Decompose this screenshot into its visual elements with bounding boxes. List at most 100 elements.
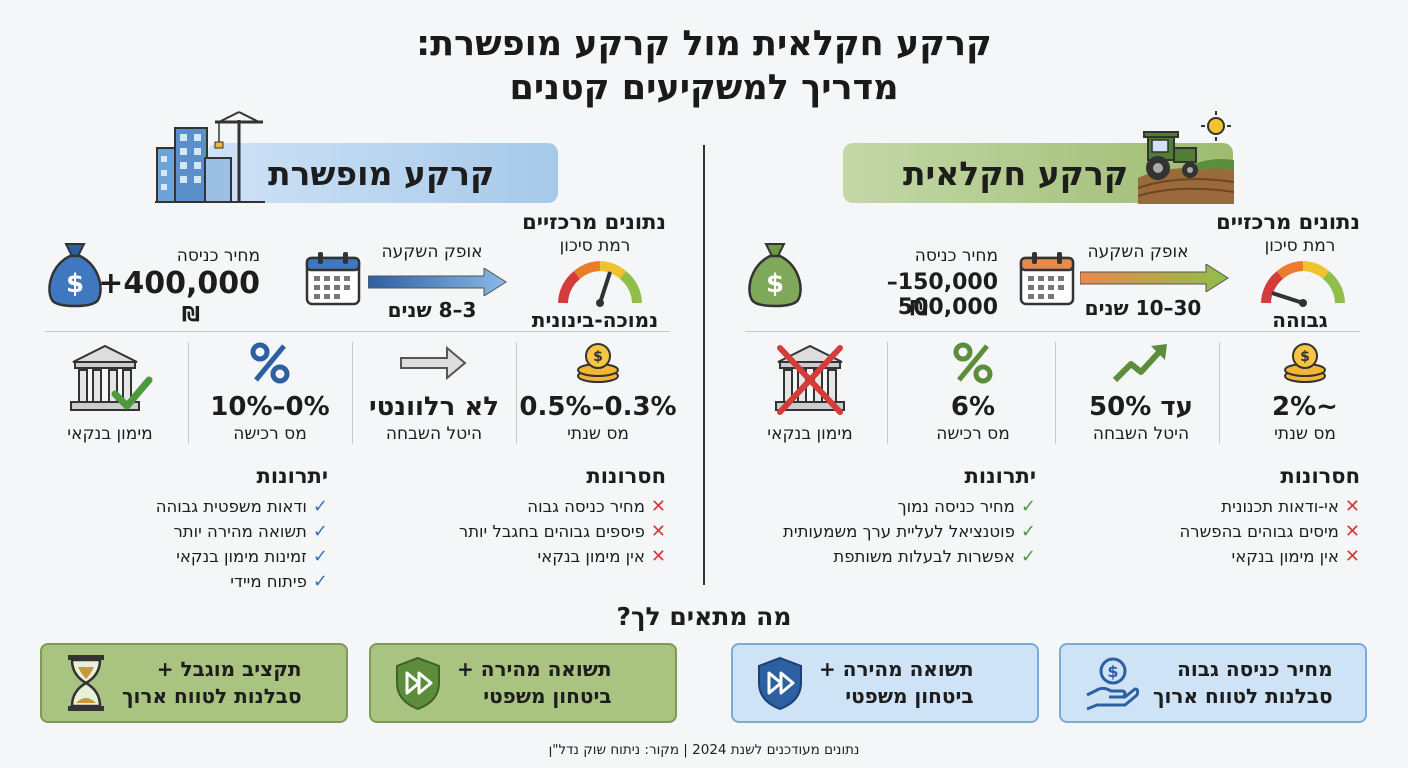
card-line-2: ביטחון משפטי (483, 684, 612, 708)
check-icon: ✓ (312, 571, 328, 592)
percent-icon (250, 342, 290, 384)
money-bag-icon: $ (748, 243, 802, 308)
list-item-text: פיספים גבוהים בחגבל יותר (458, 522, 645, 541)
title-line-1: קרקע חקלאית מול קרקע מופשרת: (416, 24, 992, 64)
agri-arrow-icon (1080, 264, 1229, 292)
list-item: ✓ פוטנציאל לעליית ערך משמעותית (783, 519, 1036, 544)
stat-separator (887, 342, 888, 444)
rezoned-banner: קרקע מופשרת (208, 143, 558, 203)
svg-text:$: $ (1300, 349, 1310, 365)
cross-icon: ✕ (1344, 496, 1360, 517)
rezoned-horizon-label: אופק השקעה (381, 242, 483, 262)
agri-price-unit: ₪ (909, 296, 928, 320)
rezoned-separator (45, 331, 670, 332)
choice-card-2: תשואה מהירה + ביטחון משפטי (731, 643, 1039, 723)
agri-stat-label: מימון בנקאי (767, 424, 853, 444)
card-line-2: סבלנות לטווח ארוך (1153, 684, 1333, 708)
card-line-2: סבלנות לטווח ארוך (122, 684, 302, 708)
list-item-text: אין מימון בנקאי (1231, 547, 1339, 566)
rezoned-stat-label: מס רכישה (233, 424, 307, 444)
choice-card-3: תשואה מהירה + ביטחון משפטי (369, 643, 677, 723)
check-icon: ✓ (1020, 496, 1036, 517)
check-icon: ✓ (312, 546, 328, 567)
agri-stat-label: מס שנתי (1274, 424, 1336, 444)
check-icon: ✓ (312, 496, 328, 517)
question-heading: מה מתאים לך? (616, 602, 792, 631)
agri-separator (745, 331, 1360, 332)
svg-text:$: $ (66, 269, 84, 299)
list-item-text: מיסים גבוהים בהפשרה (1179, 522, 1339, 541)
list-item-text: אי-ודאות תכנונית (1221, 497, 1339, 516)
hand-coin-icon: $ (1086, 657, 1139, 711)
bank-crossed-icon (775, 344, 845, 415)
coins-icon: $ (577, 343, 619, 383)
list-item-text: תשואה מהירה יותר (173, 522, 307, 541)
list-item-text: פיתוח מיידי (230, 572, 307, 591)
agri-banner-title: קרקע חקלאית (903, 153, 1129, 193)
list-item-text: מחיר כניסה נמוך (897, 497, 1015, 516)
agri-risk-value: גבוהה (1272, 308, 1328, 332)
list-item: ✕ מחיר כניסה גבוה (459, 494, 666, 519)
bank-check-icon (70, 344, 153, 411)
list-item: ✓ פיתוח מיידי (156, 569, 328, 594)
rezoned-banner-title: קרקע מופשרת (268, 153, 495, 193)
list-item-text: זמינות מימון בנקאי (176, 547, 307, 566)
agri-cons-list: ✕ אי-ודאות תכנונית ✕ מיסים גבוהים בהפשרה ✕… (1180, 494, 1361, 569)
agri-horizon-value: 30–10 שנים (1084, 296, 1202, 320)
rezoned-price-label: מחיר כניסה (176, 246, 260, 266)
percent-icon (953, 342, 993, 384)
agri-risk-gauge-icon (1261, 261, 1345, 307)
rezoned-pros-list: ✓ ודאות משפטית גבוהה ✓ תשואה מהירה יותר ✓ ז… (156, 494, 328, 594)
arrow-right-icon (400, 345, 467, 381)
card-line-2: ביטחון משפטי (845, 684, 974, 708)
list-item-text: אין מימון בנקאי (537, 547, 645, 566)
list-item: ✕ אי-ודאות תכנונית (1180, 494, 1360, 519)
rezoned-horizon-value: 3–8 שנים (387, 298, 477, 322)
tractor-field-icon (1138, 111, 1234, 204)
rezoned-price-unit: ₪ (181, 302, 200, 326)
title-line-2: מדריך למשקיעים קטנים (509, 68, 899, 108)
agri-cons-heading: חסרונות (1280, 464, 1360, 488)
agri-stat-value: ~2% (1272, 392, 1338, 422)
agri-stat-purchase-tax: 6% מס רכישה (893, 342, 1053, 444)
shield-forward-icon (396, 656, 440, 711)
money-bag-icon: $ (48, 243, 102, 308)
shield-forward-icon (758, 656, 802, 711)
card-line-1: תשואה מהירה + (457, 657, 612, 681)
stat-separator (352, 342, 353, 444)
svg-text:$: $ (1107, 662, 1118, 681)
rezoned-stat-label: היטל השבחה (385, 424, 483, 444)
cross-icon: ✕ (650, 496, 666, 517)
list-item: ✕ פיספים גבוהים בחגבל יותר (459, 519, 666, 544)
list-item: ✓ תשואה מהירה יותר (156, 519, 328, 544)
list-item-text: פוטנציאל לעליית ערך משמעותית (783, 522, 1015, 541)
page-title: קרקע חקלאית מול קרקע מופשרת: מדריך למשקי… (0, 22, 1408, 110)
rezoned-risk-value: נמוכה-בינונית (531, 308, 659, 332)
rezoned-stat-annual-tax: $ 0.3%–0.5% מס שנתי (518, 342, 678, 444)
rezoned-risk-gauge-icon (558, 261, 642, 307)
list-item-text: מחיר כניסה גבוה (527, 497, 645, 516)
cross-icon: ✕ (650, 546, 666, 567)
list-item: ✕ אין מימון בנקאי (459, 544, 666, 569)
rezoned-arrow-icon (368, 268, 507, 296)
rezoned-risk-label: רמת סיכון (559, 236, 631, 256)
list-item: ✕ אין מימון בנקאי (1180, 544, 1360, 569)
center-divider (703, 145, 705, 585)
agri-pros-heading: יתרונות (964, 464, 1036, 488)
rezoned-key-heading: נתונים מרכזיים (522, 210, 666, 234)
card-line-1: תקציב מוגבל + (156, 657, 302, 681)
city-crane-icon (155, 111, 265, 203)
card-line-1: תשואה מהירה + (819, 657, 974, 681)
agri-key-heading: נתונים מרכזיים (1216, 210, 1360, 234)
stat-separator (516, 342, 517, 444)
agri-stat-value: עד 50% (1089, 392, 1193, 422)
cross-icon: ✕ (1344, 546, 1360, 567)
rezoned-stat-bank-financing: מימון בנקאי (30, 342, 190, 444)
rezoned-cons-list: ✕ מחיר כניסה גבוה ✕ פיספים גבוהים בחגבל יו… (459, 494, 666, 569)
trend-up-icon (1112, 344, 1167, 383)
list-item: ✕ מיסים גבוהים בהפשרה (1180, 519, 1361, 544)
card-line-1: מחיר כניסה גבוה (1177, 657, 1333, 681)
list-item: ✓ אפשרות לבעלות משותפת (783, 544, 1036, 569)
rezoned-stat-label: מימון בנקאי (67, 424, 153, 444)
choice-card-4: תקציב מוגבל + סבלנות לטווח ארוך (40, 643, 348, 723)
